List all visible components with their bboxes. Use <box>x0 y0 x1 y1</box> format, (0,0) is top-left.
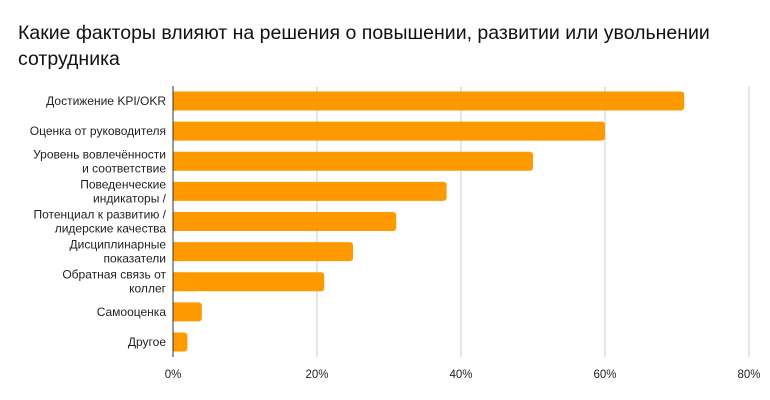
bar <box>173 302 202 322</box>
bar-left-edge <box>173 121 177 141</box>
category-label: Другое <box>128 335 166 349</box>
category-label: Обратная связь от коллег <box>62 268 166 296</box>
bar-left-edge <box>173 91 177 111</box>
category-label: Уровень вовлечённости и соответствие <box>33 147 166 175</box>
category-label: Дисциплинарные показатели <box>69 238 166 266</box>
x-tick-labels: 0% 20% 40% 60% 80% <box>165 369 761 381</box>
category-label: Оценка от руководителя <box>30 124 166 138</box>
chart-title: Какие факторы влияют на решения о повыше… <box>18 22 710 70</box>
bar <box>173 242 353 262</box>
bar-left-edge <box>173 272 177 292</box>
x-tick-label: 40% <box>449 369 472 381</box>
bar <box>173 121 605 141</box>
bar <box>173 212 397 231</box>
bar-left-edge <box>173 212 177 231</box>
bar <box>173 151 533 171</box>
category-label: Самооценка <box>97 305 167 319</box>
bar <box>173 91 685 111</box>
bar <box>173 181 447 201</box>
bar-left-edge <box>173 242 177 262</box>
bar-left-edge <box>173 332 177 352</box>
x-tick-label: 80% <box>737 369 760 381</box>
bar-left-edge <box>173 151 177 171</box>
bar-left-edge <box>173 302 177 322</box>
bar-left-edge <box>173 181 177 201</box>
category-labels: Достижение KPI/OKR Оценка от руководителя… <box>30 94 167 349</box>
x-tick-label: 60% <box>593 369 616 381</box>
category-label: Потенциал к развитию / лидерские качества <box>33 208 166 236</box>
x-tick-label: 0% <box>165 369 182 381</box>
bars <box>173 91 685 352</box>
bar <box>173 272 325 292</box>
x-tick-label: 20% <box>305 369 328 381</box>
category-label: Достижение KPI/OKR <box>46 94 166 108</box>
category-label: Поведенческие индикаторы / <box>80 177 166 205</box>
